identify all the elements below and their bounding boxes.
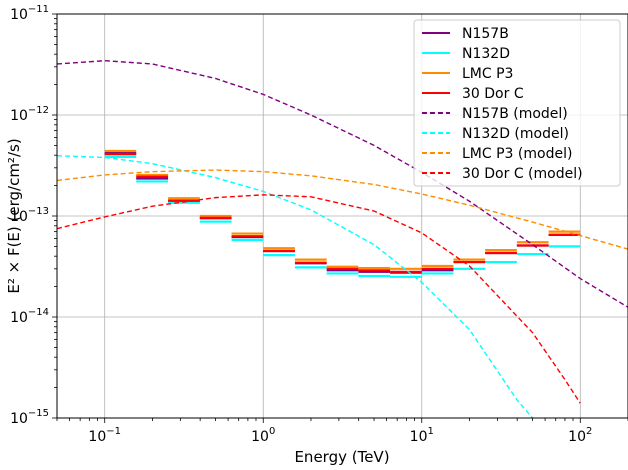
legend-label-30-dor-c-model-: 30 Dor C (model) — [462, 166, 583, 182]
series-lmc-p3 — [104, 149, 581, 270]
x-tick-labels: 10−1 100 101 102 — [88, 426, 592, 445]
x-tick-label: 100 — [251, 426, 275, 445]
y-tick-labels: 10−11 10−12 10−13 10−14 10−15 — [10, 4, 49, 427]
legend-box — [413, 19, 621, 187]
y-tick-label: 10−15 — [10, 408, 49, 427]
legend-label-n132d-model-: N132D (model) — [462, 126, 569, 142]
model-curve-n157b-model- — [56, 59, 628, 308]
y-tick-label: 10−12 — [10, 105, 49, 124]
legend-label-n132d: N132D — [462, 46, 510, 62]
x-tick-label: 102 — [568, 426, 592, 445]
series-n132d — [104, 155, 581, 278]
legend-label-30-dor-c: 30 Dor C — [462, 86, 524, 102]
y-tick-label: 10−14 — [10, 307, 49, 326]
model-curve-n132d-model- — [56, 155, 534, 419]
x-tick-label: 10−1 — [88, 426, 121, 445]
model-curve-lmc-p3-model- — [56, 169, 628, 250]
legend-label-lmc-p3: LMC P3 — [462, 66, 513, 82]
x-axis-label: Energy (TeV) — [294, 448, 389, 466]
legend-label-n157b: N157B — [462, 26, 509, 42]
legend-label-n157b-model-: N157B (model) — [462, 106, 568, 122]
model-curves — [56, 59, 628, 419]
data-bins — [104, 149, 581, 278]
y-tick-label: 10−11 — [10, 4, 49, 23]
model-curve-30-dor-c-model- — [56, 194, 581, 404]
legend-label-lmc-p3-model-: LMC P3 (model) — [462, 146, 572, 162]
legend: N157B N132D LMC P3 30 Dor C N157B (model) N13… — [413, 19, 621, 187]
y-tick-label: 10−13 — [10, 206, 49, 225]
x-tick-label: 101 — [410, 426, 434, 445]
y-axis-label: E² × F(E) (erg/cm²/s) — [5, 138, 23, 293]
axis-ticks — [52, 13, 628, 423]
